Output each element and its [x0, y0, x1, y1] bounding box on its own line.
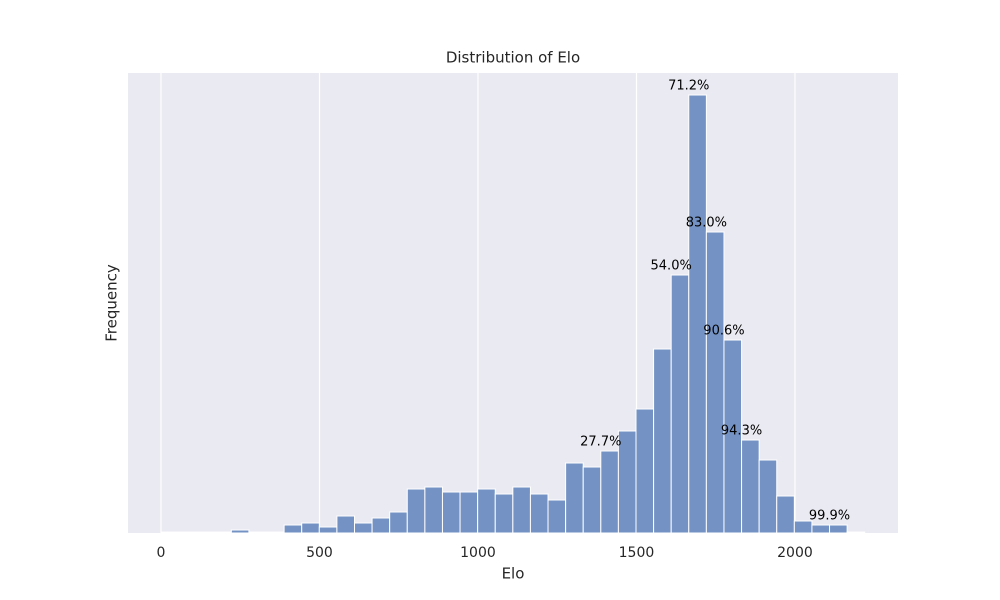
bar: [213, 531, 232, 534]
annotation: 94.3%: [721, 424, 762, 439]
x-tick-label: 1000: [460, 545, 496, 561]
bar: [160, 531, 180, 534]
bar: [494, 493, 514, 534]
bar: [723, 339, 743, 534]
bar: [266, 531, 285, 534]
bar: [441, 491, 461, 534]
bar: [758, 459, 778, 534]
x-tick-label: 1500: [619, 545, 655, 561]
bar: [424, 486, 443, 534]
bar: [371, 517, 391, 534]
bar: [512, 486, 531, 534]
bar: [653, 348, 672, 534]
bars: [160, 94, 866, 534]
annotation: 27.7%: [580, 435, 621, 450]
bar: [547, 499, 567, 534]
bar: [582, 466, 602, 534]
bar: [318, 526, 338, 534]
bar: [301, 522, 320, 534]
bar: [811, 524, 831, 534]
bar: [670, 274, 690, 534]
x-tick-label: 0: [157, 545, 166, 561]
bar: [565, 462, 584, 534]
bar: [283, 524, 303, 534]
plot-area: [128, 73, 898, 533]
bar: [406, 488, 426, 534]
bar: [600, 450, 619, 534]
y-axis-label: Frequency: [103, 264, 121, 342]
x-tick-label: 500: [306, 545, 333, 561]
bar: [459, 491, 479, 534]
bar: [776, 495, 795, 534]
bar: [389, 511, 408, 534]
annotation: 71.2%: [668, 79, 709, 94]
bar: [336, 515, 355, 534]
bar: [248, 531, 268, 534]
annotation: 54.0%: [651, 259, 692, 274]
bar: [688, 94, 707, 534]
bar: [829, 524, 848, 534]
bar: [635, 408, 655, 534]
bar: [353, 522, 373, 534]
bar: [195, 531, 215, 534]
bar: [529, 493, 549, 534]
bar: [230, 529, 250, 534]
chart-title: Distribution of Elo: [446, 49, 580, 67]
annotation: 83.0%: [686, 216, 727, 231]
annotation: 90.6%: [703, 324, 744, 339]
bar: [741, 439, 760, 534]
x-tick-label: 2000: [777, 545, 813, 561]
bar: [705, 231, 725, 534]
x-axis-label: Elo: [502, 565, 525, 583]
bar: [477, 488, 496, 534]
bar: [846, 531, 866, 534]
annotation: 99.9%: [809, 509, 850, 524]
labels: 0 500 1000 1500 2000 27.7% 54.0% 71.2% 83.0% 90.6…: [157, 79, 851, 562]
bar: [178, 531, 197, 534]
